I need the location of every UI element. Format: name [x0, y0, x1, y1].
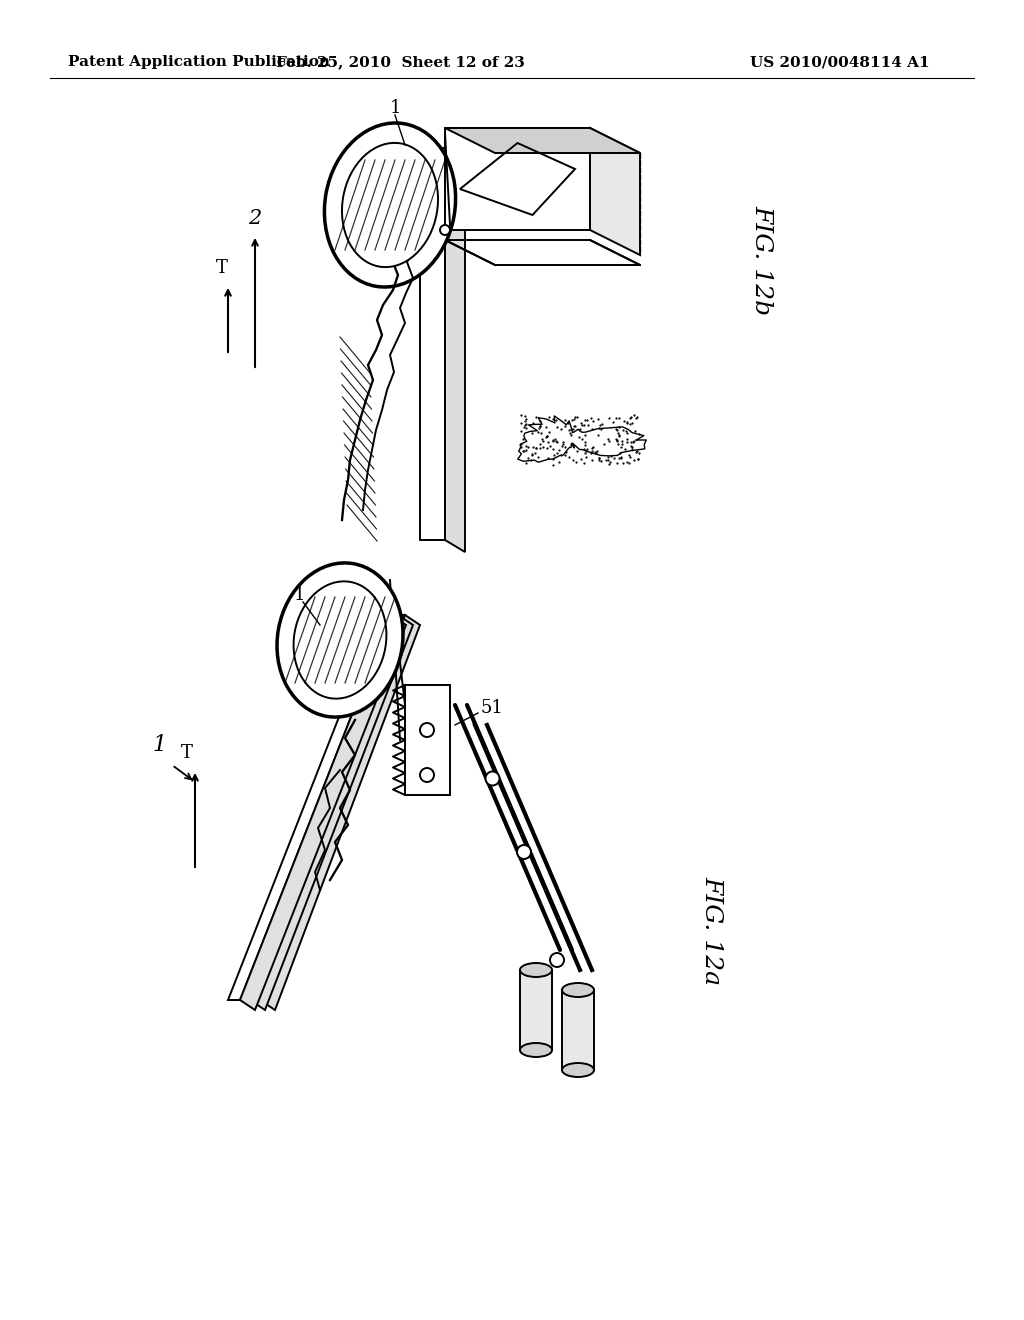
Text: US 2010/0048114 A1: US 2010/0048114 A1 [750, 55, 930, 69]
Text: Patent Application Publication: Patent Application Publication [68, 55, 330, 69]
Ellipse shape [342, 143, 438, 267]
Circle shape [440, 224, 450, 235]
Ellipse shape [294, 581, 386, 698]
Ellipse shape [562, 1063, 594, 1077]
Polygon shape [455, 705, 572, 950]
Polygon shape [520, 970, 552, 1049]
Text: 1: 1 [389, 99, 400, 117]
Polygon shape [228, 615, 391, 1001]
Text: 1: 1 [153, 734, 167, 756]
Polygon shape [562, 990, 594, 1071]
Ellipse shape [520, 964, 552, 977]
Ellipse shape [562, 983, 594, 997]
Circle shape [420, 768, 434, 781]
Polygon shape [260, 615, 420, 1010]
Polygon shape [445, 148, 465, 552]
Polygon shape [420, 148, 445, 540]
Polygon shape [445, 128, 590, 230]
Ellipse shape [325, 123, 456, 286]
Text: FIG. 12b: FIG. 12b [750, 205, 773, 315]
Text: 51: 51 [480, 700, 503, 717]
Polygon shape [250, 615, 413, 1010]
Ellipse shape [520, 1043, 552, 1057]
Circle shape [420, 723, 434, 737]
Text: T: T [216, 259, 228, 277]
Polygon shape [234, 615, 398, 1001]
Circle shape [550, 953, 564, 968]
Polygon shape [590, 128, 640, 255]
Text: Feb. 25, 2010  Sheet 12 of 23: Feb. 25, 2010 Sheet 12 of 23 [275, 55, 524, 69]
Circle shape [485, 771, 500, 785]
Polygon shape [240, 615, 406, 1010]
Text: 1: 1 [294, 586, 306, 605]
Text: T: T [181, 744, 193, 762]
Ellipse shape [278, 562, 403, 717]
Polygon shape [240, 615, 406, 1001]
Polygon shape [406, 685, 450, 795]
Polygon shape [445, 128, 640, 153]
Text: FIG. 12a: FIG. 12a [700, 875, 723, 985]
Circle shape [517, 845, 531, 859]
Text: 2: 2 [249, 209, 261, 227]
